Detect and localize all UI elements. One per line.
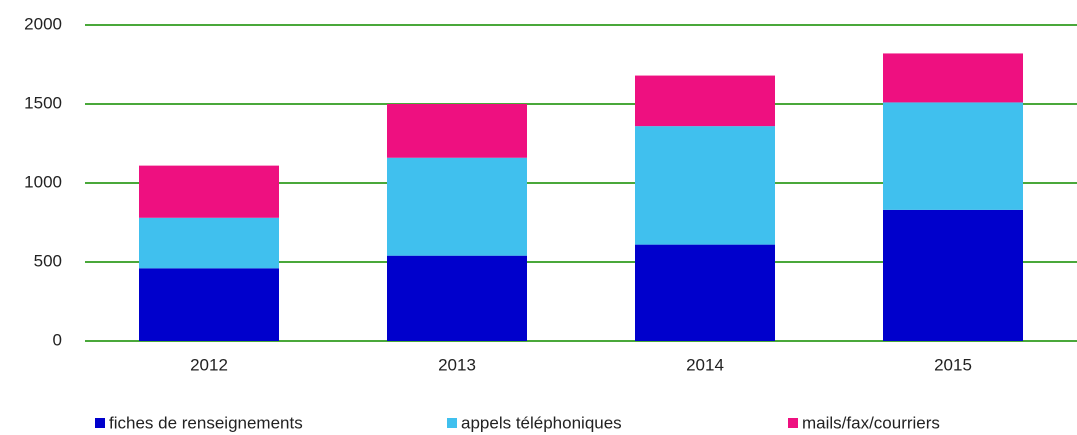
bar-segment — [139, 165, 279, 218]
legend-label: mails/fax/courriers — [802, 413, 940, 432]
legend-swatch — [95, 418, 105, 428]
bar-segment — [387, 104, 527, 158]
bar-segment — [883, 102, 1023, 210]
y-tick-label: 500 — [34, 251, 62, 270]
legend-swatch — [788, 418, 798, 428]
bar-segment — [387, 157, 527, 256]
bar-segment — [139, 217, 279, 269]
bar-segment — [883, 209, 1023, 341]
x-tick-label: 2013 — [438, 355, 476, 374]
legend-label: fiches de renseignements — [109, 413, 303, 432]
bar-segment — [635, 244, 775, 341]
bar-segment — [635, 75, 775, 127]
bar-segment — [387, 255, 527, 341]
y-tick-label: 0 — [53, 330, 62, 349]
y-tick-label: 2000 — [24, 14, 62, 33]
bar-segment — [883, 53, 1023, 103]
x-tick-label: 2015 — [934, 355, 972, 374]
y-tick-label: 1500 — [24, 93, 62, 112]
x-tick-label: 2014 — [686, 355, 724, 374]
bar-segment — [139, 268, 279, 341]
y-tick-label: 1000 — [24, 172, 62, 191]
legend-label: appels téléphoniques — [461, 413, 622, 432]
bar-segment — [635, 126, 775, 245]
legend-swatch — [447, 418, 457, 428]
x-tick-label: 2012 — [190, 355, 228, 374]
